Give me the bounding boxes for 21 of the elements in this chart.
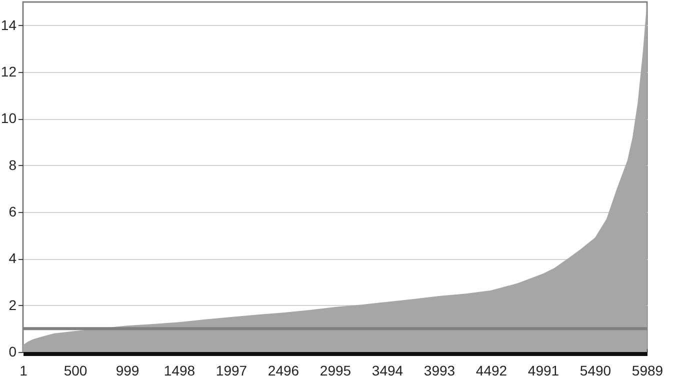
x-tick-label: 1 xyxy=(20,362,28,378)
x-tick-label: 1997 xyxy=(216,362,248,378)
x-tick-label: 5490 xyxy=(580,362,612,378)
x-tick-label: 5989 xyxy=(632,362,664,378)
y-tick-label: 8 xyxy=(8,156,17,173)
x-tick-label: 3993 xyxy=(424,362,456,378)
y-tick-label: 2 xyxy=(8,296,17,313)
x-tick-label: 500 xyxy=(64,362,88,378)
x-tick-label: 1498 xyxy=(164,362,196,378)
x-tick-label: 4492 xyxy=(476,362,508,378)
y-tick-label: 4 xyxy=(8,250,17,266)
y-tick-label: 0 xyxy=(8,344,17,360)
x-tick-label: 999 xyxy=(116,362,140,378)
x-tick-label: 4991 xyxy=(528,362,560,378)
y-tick-label: 6 xyxy=(8,204,17,220)
x-tick-label: 2995 xyxy=(320,362,352,378)
x-tick-label: 2496 xyxy=(268,362,300,378)
y-tick-label: 10 xyxy=(0,110,17,126)
y-tick-label: 12 xyxy=(0,64,17,80)
y-tick-label: 14 xyxy=(0,16,17,33)
x-tick-label: 3494 xyxy=(372,362,404,378)
